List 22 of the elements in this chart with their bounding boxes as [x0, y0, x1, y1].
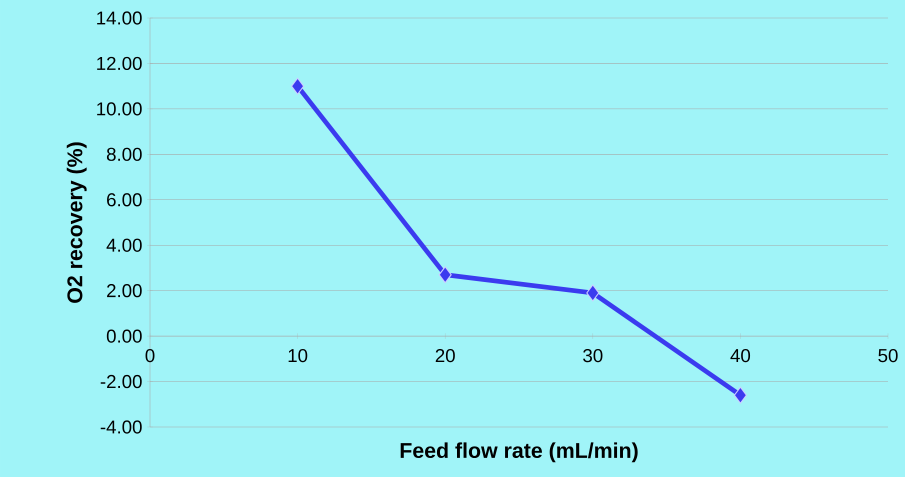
- x-tick-label: 30: [583, 348, 602, 362]
- x-tick-label: 20: [436, 348, 455, 362]
- x-tick-label: 40: [730, 348, 750, 362]
- y-tick-label: 8.00: [106, 148, 142, 161]
- y-tick-label: 10.00: [97, 102, 142, 116]
- point: [586, 284, 600, 302]
- point: [438, 266, 452, 284]
- y-tick-label: -4.00: [100, 420, 142, 434]
- x-axis-title: Feed flow rate (mL/min): [400, 442, 638, 462]
- x-tick-label: 0: [146, 348, 154, 362]
- y-tick-label: 0.00: [106, 329, 142, 343]
- y-tick-label: 12.00: [97, 56, 142, 70]
- y-tick-label: 6.00: [107, 193, 142, 206]
- y-tick-label: 2.00: [107, 284, 142, 298]
- point: [291, 78, 304, 95]
- y-tick-label: 14.00: [97, 11, 142, 25]
- y-tick-label: 4.00: [106, 238, 142, 252]
- x-tick-label: 10: [288, 348, 308, 362]
- y-axis-title: O2 recovery (%): [66, 142, 87, 303]
- x-tick-label: 50: [878, 348, 898, 362]
- point: [734, 386, 747, 404]
- y-tick-label: -2.00: [100, 374, 142, 388]
